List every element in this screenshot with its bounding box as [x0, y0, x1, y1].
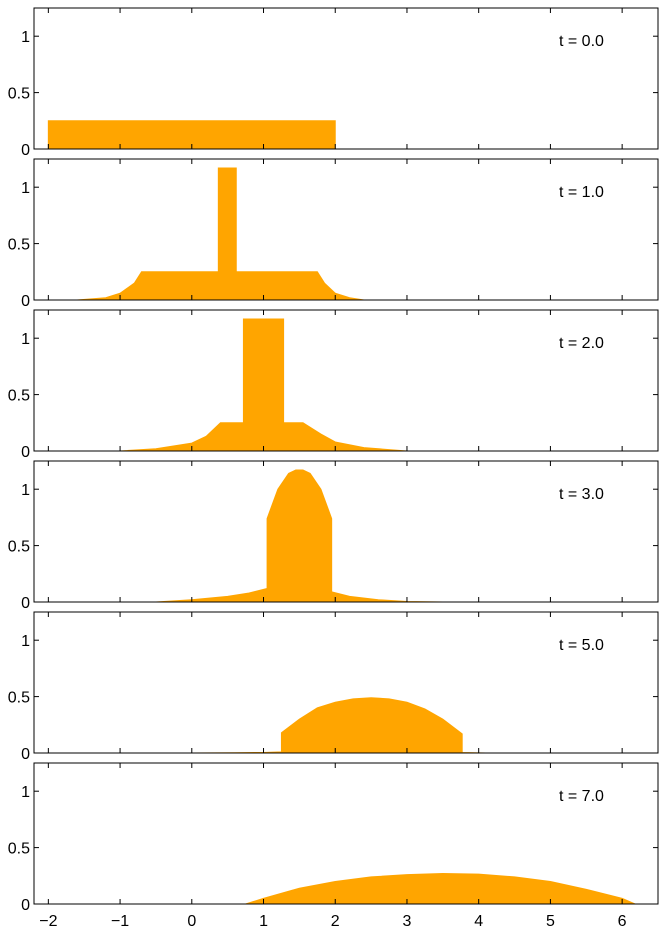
x-tick-label: 3 — [403, 913, 412, 930]
panel-time-label: t = 0.0 — [559, 33, 604, 50]
series-area — [191, 697, 486, 754]
y-tick-label: 0.5 — [8, 86, 30, 103]
panel-6: −2 −1 0 1 2 3 4 5 6 0 0.5 1 t = 7.0 — [8, 762, 659, 930]
axes-box — [33, 460, 659, 603]
x-tick-label: 4 — [474, 913, 483, 930]
series-area — [120, 318, 408, 452]
x-tick-label: −2 — [39, 913, 57, 930]
panel-time-label: t = 1.0 — [559, 184, 604, 201]
panel-time-label: t = 3.0 — [559, 486, 604, 503]
y-tick-label: 1 — [21, 784, 30, 801]
x-tick-label: 1 — [259, 913, 268, 930]
y-tick-label: 0 — [21, 595, 30, 612]
axes-box — [33, 309, 659, 452]
x-tick-label: 0 — [187, 913, 196, 930]
y-tick-label: 0.5 — [8, 388, 30, 405]
y-tick-label: 0 — [21, 293, 30, 310]
series-area — [76, 167, 365, 301]
panel-time-label: t = 7.0 — [559, 788, 604, 805]
y-tick-label: 1 — [21, 482, 30, 499]
x-tick-label: 6 — [618, 913, 627, 930]
panel-1: 0 0.5 1 t = 0.0 — [8, 7, 659, 159]
y-tick-label: 0 — [21, 897, 30, 914]
y-tick-label: 1 — [21, 29, 30, 46]
y-tick-label: 0.5 — [8, 237, 30, 254]
y-tick-label: 1 — [21, 180, 30, 197]
panel-3: 0 0.5 1 t = 2.0 — [8, 309, 659, 461]
x-tick-label: 5 — [546, 913, 555, 930]
y-tick-label: 1 — [21, 331, 30, 348]
axes-box — [33, 158, 659, 301]
y-tick-label: 0.5 — [8, 690, 30, 707]
y-tick-label: 0 — [21, 142, 30, 159]
y-tick-label: 1 — [21, 633, 30, 650]
panel-time-label: t = 2.0 — [559, 335, 604, 352]
x-tick-label: −1 — [111, 913, 129, 930]
series-area — [245, 873, 636, 905]
y-tick-label: 0 — [21, 746, 30, 763]
axes-box — [33, 611, 659, 754]
panel-2: 0 0.5 1 t = 1.0 — [8, 158, 659, 310]
panel-4: 0 0.5 1 t = 3.0 — [8, 460, 659, 612]
y-tick-label: 0.5 — [8, 539, 30, 556]
series-area — [155, 469, 443, 603]
axes-box — [33, 7, 659, 150]
y-tick-label: 0.5 — [8, 841, 30, 858]
y-tick-label: 0 — [21, 444, 30, 461]
x-tick-label: 2 — [331, 913, 340, 930]
panel-time-label: t = 5.0 — [559, 637, 604, 654]
axes-box — [33, 762, 659, 905]
panel-5: 0 0.5 1 t = 5.0 — [8, 611, 659, 763]
